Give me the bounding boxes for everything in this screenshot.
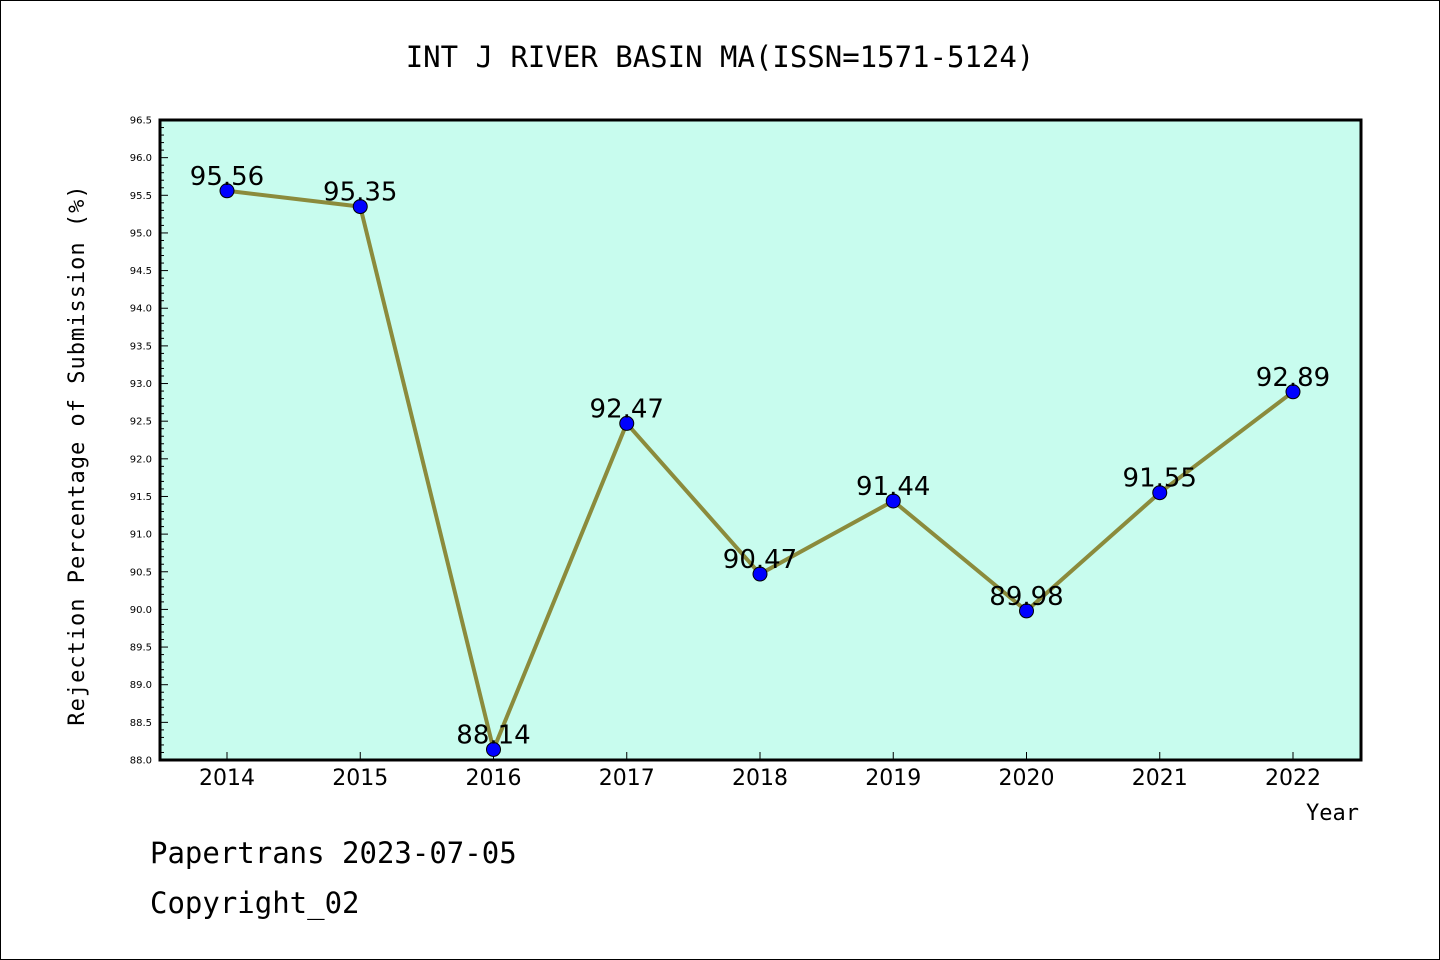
- data-label: 92.89: [1256, 363, 1330, 393]
- y-tick-label: 89.5: [130, 643, 152, 654]
- data-point: [219, 183, 235, 199]
- data-label: 95.56: [190, 162, 264, 192]
- data-label: 92.47: [590, 394, 664, 424]
- y-tick-label: 93.5: [130, 341, 152, 352]
- footer-date: Papertrans 2023-07-05: [150, 836, 517, 870]
- data-point: [885, 493, 901, 509]
- data-point: [1285, 384, 1301, 400]
- data-point: [486, 741, 501, 757]
- y-tick-label: 95.5: [130, 191, 152, 202]
- x-tick-label: 2015: [332, 766, 388, 791]
- y-tick-label: 92.0: [130, 454, 152, 465]
- x-tick-label: 2019: [865, 766, 921, 791]
- data-point: [752, 566, 768, 582]
- data-label: 89.98: [989, 582, 1063, 612]
- footer-copyright: Copyright_02: [150, 886, 360, 921]
- x-tick-label: 2018: [732, 766, 788, 791]
- y-tick-label: 96.0: [130, 153, 152, 164]
- y-tick-label: 95.0: [130, 228, 152, 239]
- data-point: [1152, 485, 1168, 501]
- x-axis-ticks: 2014 2015 2016 2017 2018 2019 2020 2021 2022: [199, 752, 1321, 791]
- data-label: 90.47: [723, 545, 797, 575]
- data-label: 91.55: [1123, 464, 1197, 494]
- y-tick-label: 91.0: [130, 530, 152, 541]
- x-tick-label: 2014: [199, 766, 255, 791]
- y-axis-ticks: 88.0 88.5 89.0 89.5 90.0 90.5 91.0 91.5 92.0 92.5…: [130, 116, 168, 767]
- y-tick-label: 93.0: [130, 379, 152, 390]
- y-tick-label: 92.5: [130, 417, 152, 428]
- data-label: 95.35: [323, 178, 397, 208]
- y-tick-label: 94.0: [130, 304, 152, 315]
- data-labels: 95.56 95.35 88.14 92.47 90.47 91.44 89.98 91.55…: [190, 162, 1330, 751]
- plot-area: [158, 118, 1363, 762]
- y-tick-label: 90.5: [130, 567, 152, 578]
- chart-title: INT J RIVER BASIN MA(ISSN=1571-5124): [406, 40, 1035, 74]
- x-tick-label: 2017: [599, 766, 655, 791]
- x-tick-label: 2016: [466, 766, 522, 791]
- y-axis-label: Rejection Percentage of Submission (%): [65, 184, 90, 725]
- data-point: [619, 415, 635, 431]
- data-label: 91.44: [856, 472, 930, 502]
- x-tick-label: 2020: [999, 766, 1055, 791]
- x-tick-label: 2021: [1132, 766, 1188, 791]
- data-label: 88.14: [456, 720, 530, 750]
- y-tick-label: 89.0: [130, 680, 152, 691]
- y-tick-label: 88.5: [130, 718, 152, 729]
- x-tick-label: 2022: [1265, 766, 1321, 791]
- x-axis-label: Year: [1306, 801, 1359, 826]
- y-tick-label: 91.5: [130, 492, 152, 503]
- y-tick-label: 94.5: [130, 266, 152, 277]
- y-tick-label: 90.0: [130, 605, 152, 616]
- y-tick-label: 96.5: [130, 116, 152, 127]
- data-point: [1019, 603, 1034, 619]
- series-group: [219, 183, 1301, 757]
- y-tick-label: 88.0: [130, 756, 152, 767]
- data-point: [352, 199, 368, 215]
